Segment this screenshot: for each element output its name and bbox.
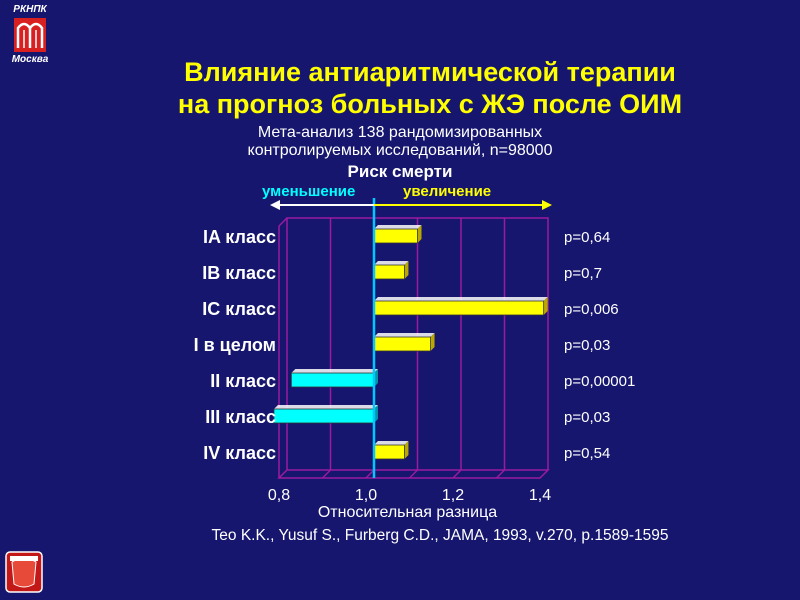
x-tick-label-2: 1,0	[355, 487, 377, 504]
slide-title: Влияние антиаритмической терапии на прог…	[60, 56, 800, 120]
logo-emblem-icon	[14, 18, 46, 52]
logo: РКНПК Москва	[6, 4, 54, 66]
p-value-7: p=0,54	[564, 445, 610, 462]
bar-1	[373, 228, 418, 244]
title-line-1: Влияние антиаритмической терапии	[184, 57, 676, 87]
p-value-5: p=0,00001	[564, 373, 635, 390]
bar-top-7	[374, 441, 409, 445]
bar-top-1	[374, 225, 422, 229]
direction-increase-label: увеличение	[403, 183, 492, 200]
bar-side-1	[417, 225, 422, 243]
bar-top-6	[273, 405, 378, 409]
bar-side-4	[430, 333, 435, 351]
gridline-floor	[452, 469, 462, 479]
category-label-6: III класс	[205, 407, 276, 427]
category-label-4: I в целом	[194, 335, 276, 355]
gridline-floor	[408, 469, 419, 479]
slide-subtitle: Мета-анализ 138 рандомизированных контро…	[180, 124, 620, 160]
category-label-7: IV класс	[203, 443, 276, 463]
gridline-floor	[365, 469, 375, 479]
citation: Teo K.K., Yusuf S., Furberg C.D., JAMA, …	[211, 527, 669, 544]
bar-7	[373, 444, 405, 460]
subtitle-line-1: Мета-анализ 138 рандомизированных	[257, 124, 543, 141]
bar-top-5	[291, 369, 378, 373]
x-tick-label-4: 1,4	[529, 487, 551, 504]
bar-4	[373, 336, 431, 352]
bar-top-4	[374, 333, 435, 337]
bar-side-3	[543, 297, 548, 315]
x-tick-label-3: 1,2	[442, 487, 464, 504]
p-value-1: p=0,64	[564, 229, 610, 246]
direction-decrease-label: уменьшение	[262, 183, 356, 200]
bar-2	[373, 264, 405, 280]
p-value-2: p=0,7	[564, 265, 602, 282]
p-value-3: p=0,006	[564, 301, 619, 318]
bar-top-3	[374, 297, 548, 301]
bar-side-7	[404, 441, 409, 459]
bar-top-2	[374, 261, 409, 265]
gridline-floor	[321, 469, 332, 479]
plot-side-edge	[278, 217, 288, 227]
badge-emblem-icon	[5, 551, 43, 593]
logo-brand: РКНПК	[13, 4, 47, 15]
bar-5	[290, 372, 375, 388]
bar-side-2	[404, 261, 409, 279]
p-value-4: p=0,03	[564, 337, 610, 354]
category-label-1: IA класс	[203, 227, 276, 247]
x-axis-label: Относительная разница	[318, 504, 497, 521]
arrow-left-icon	[270, 200, 280, 210]
category-label-5: II класс	[210, 371, 276, 391]
logo-city: Москва	[11, 54, 49, 65]
subtitle-line-2: контролируемых исследований, n=98000	[247, 142, 553, 159]
category-label-3: IC класс	[202, 299, 276, 319]
bar-6	[273, 408, 375, 424]
arrow-right-icon	[542, 200, 552, 210]
title-line-2: на прогноз больных с ЖЭ после ОИМ	[177, 89, 683, 119]
category-label-2: IB класс	[202, 263, 276, 283]
risk-label: Риск смерти	[347, 162, 453, 181]
gridline-floor	[495, 469, 506, 479]
x-tick-label-1: 0,8	[268, 487, 290, 504]
p-value-6: p=0,03	[564, 409, 610, 426]
bar-3	[373, 300, 545, 316]
